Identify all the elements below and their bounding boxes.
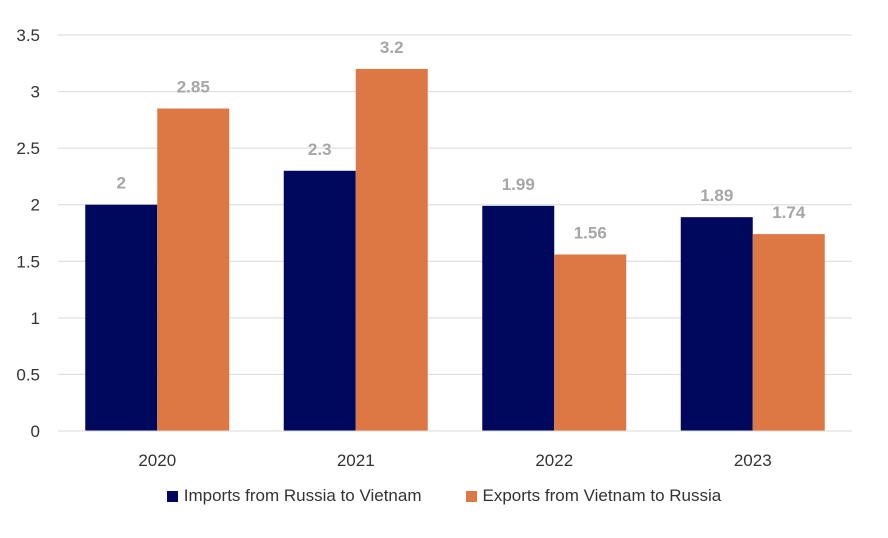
bar-imports-2023 xyxy=(680,217,753,431)
legend-label-imports: Imports from Russia to Vietnam xyxy=(183,486,422,505)
x-tick-label: 2022 xyxy=(535,451,573,470)
bar-imports-2022 xyxy=(482,205,555,431)
y-tick-label: 1.5 xyxy=(16,252,40,271)
y-tick-label: 3 xyxy=(31,83,40,102)
data-label-exports-2022: 1.56 xyxy=(574,223,607,242)
x-axis-ticks: 2020 2021 2022 2023 xyxy=(138,451,771,470)
y-axis-ticks: 0 0.5 1 1.5 2 2.5 3 3.5 xyxy=(16,26,40,441)
y-tick-label: 3.5 xyxy=(16,26,40,45)
y-tick-label: 1 xyxy=(31,309,40,328)
data-label-imports-2020: 2 xyxy=(117,174,126,193)
legend-swatch-exports xyxy=(465,490,477,502)
legend-swatch-imports xyxy=(166,490,178,502)
y-tick-label: 2.5 xyxy=(16,139,40,158)
x-tick-label: 2023 xyxy=(734,451,772,470)
y-tick-label: 2 xyxy=(31,196,40,215)
data-label-imports-2022: 1.99 xyxy=(502,175,535,194)
data-label-exports-2023: 1.74 xyxy=(772,203,806,222)
x-tick-label: 2020 xyxy=(138,451,176,470)
y-tick-label: 0 xyxy=(31,422,40,441)
legend: Imports from Russia to Vietnam Exports f… xyxy=(0,486,888,506)
bar-imports-2020 xyxy=(85,204,158,431)
data-label-exports-2020: 2.85 xyxy=(177,78,210,97)
bars xyxy=(85,68,825,432)
data-label-imports-2023: 1.89 xyxy=(700,186,733,205)
legend-label-exports: Exports from Vietnam to Russia xyxy=(482,486,722,505)
bar-exports-2021 xyxy=(355,68,428,431)
legend-item-exports: Exports from Vietnam to Russia xyxy=(465,486,722,506)
bar-exports-2020 xyxy=(157,108,230,432)
y-tick-label: 0.5 xyxy=(16,365,40,384)
bar-exports-2022 xyxy=(554,254,627,431)
bar-imports-2021 xyxy=(283,170,356,431)
bar-exports-2023 xyxy=(752,234,825,431)
x-tick-label: 2021 xyxy=(337,451,375,470)
legend-item-imports: Imports from Russia to Vietnam xyxy=(166,486,422,506)
data-label-exports-2021: 3.2 xyxy=(380,38,404,57)
data-labels: 2 2.85 2.3 3.2 1.99 1.56 1.89 1.74 xyxy=(117,38,806,243)
data-label-imports-2021: 2.3 xyxy=(308,140,332,159)
bar-chart: 0 0.5 1 1.5 2 2.5 3 3.5 2 2.85 2.3 3.2 1.99 1.56 1.89… xyxy=(16,26,852,470)
